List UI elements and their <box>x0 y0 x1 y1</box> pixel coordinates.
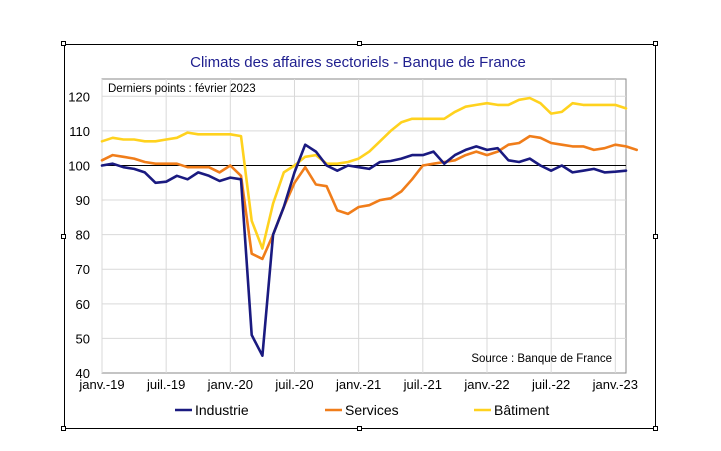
legend-label: Services <box>345 402 399 418</box>
x-tick-label: juil.-20 <box>274 377 313 392</box>
x-tick-label: juil.-21 <box>403 377 442 392</box>
legend-label: Bâtiment <box>494 402 549 418</box>
plot-background <box>101 78 627 374</box>
y-tick-label: 70 <box>76 262 90 277</box>
x-axis: janv.-19 juil.-19 janv.-20 juil.-20 janv.-21… <box>78 377 638 392</box>
legend-label: Industrie <box>195 402 249 418</box>
resize-handle-top-left[interactable] <box>61 41 66 46</box>
y-tick-label: 40 <box>76 366 90 381</box>
resize-handle-bottom-right[interactable] <box>653 426 658 431</box>
y-tick-label: 60 <box>76 297 90 312</box>
resize-handle-top-right[interactable] <box>653 41 658 46</box>
series-layer <box>100 96 639 358</box>
x-tick-label: janv.-21 <box>335 377 381 392</box>
x-tick-label: juil.-19 <box>146 377 185 392</box>
series-line-btiment <box>100 96 628 250</box>
x-tick-label: juil.-22 <box>531 377 570 392</box>
chart-title: Climats des affaires sectoriels - Banque… <box>190 54 526 71</box>
series-line-services <box>100 134 639 261</box>
resize-handle-top-center[interactable] <box>357 41 362 46</box>
grid <box>101 79 626 373</box>
source-note: Source : Banque de France <box>471 353 612 365</box>
x-tick-label: janv.-19 <box>78 377 124 392</box>
y-tick-label: 80 <box>76 228 90 243</box>
resize-handle-middle-right[interactable] <box>653 234 658 239</box>
x-tick-label: janv.-20 <box>207 377 253 392</box>
y-tick-label: 50 <box>76 331 90 346</box>
resize-handle-bottom-left[interactable] <box>61 426 66 431</box>
y-tick-label: 120 <box>68 89 90 104</box>
note-last-points: Derniers points : février 2023 <box>108 83 256 95</box>
series-line-industrie <box>100 143 628 358</box>
x-tick-label: janv.-22 <box>463 377 509 392</box>
y-axis: 40 50 60 70 80 90 100 110 120 <box>68 89 90 381</box>
resize-handle-bottom-center[interactable] <box>357 426 362 431</box>
resize-handle-middle-left[interactable] <box>61 234 66 239</box>
y-tick-label: 110 <box>69 124 90 139</box>
plot-area <box>101 78 627 374</box>
y-tick-label: 100 <box>68 158 90 173</box>
x-tick-label: janv.-23 <box>592 377 638 392</box>
legend: Industrie Services Bâtiment <box>175 402 549 418</box>
y-tick-label: 90 <box>76 193 90 208</box>
